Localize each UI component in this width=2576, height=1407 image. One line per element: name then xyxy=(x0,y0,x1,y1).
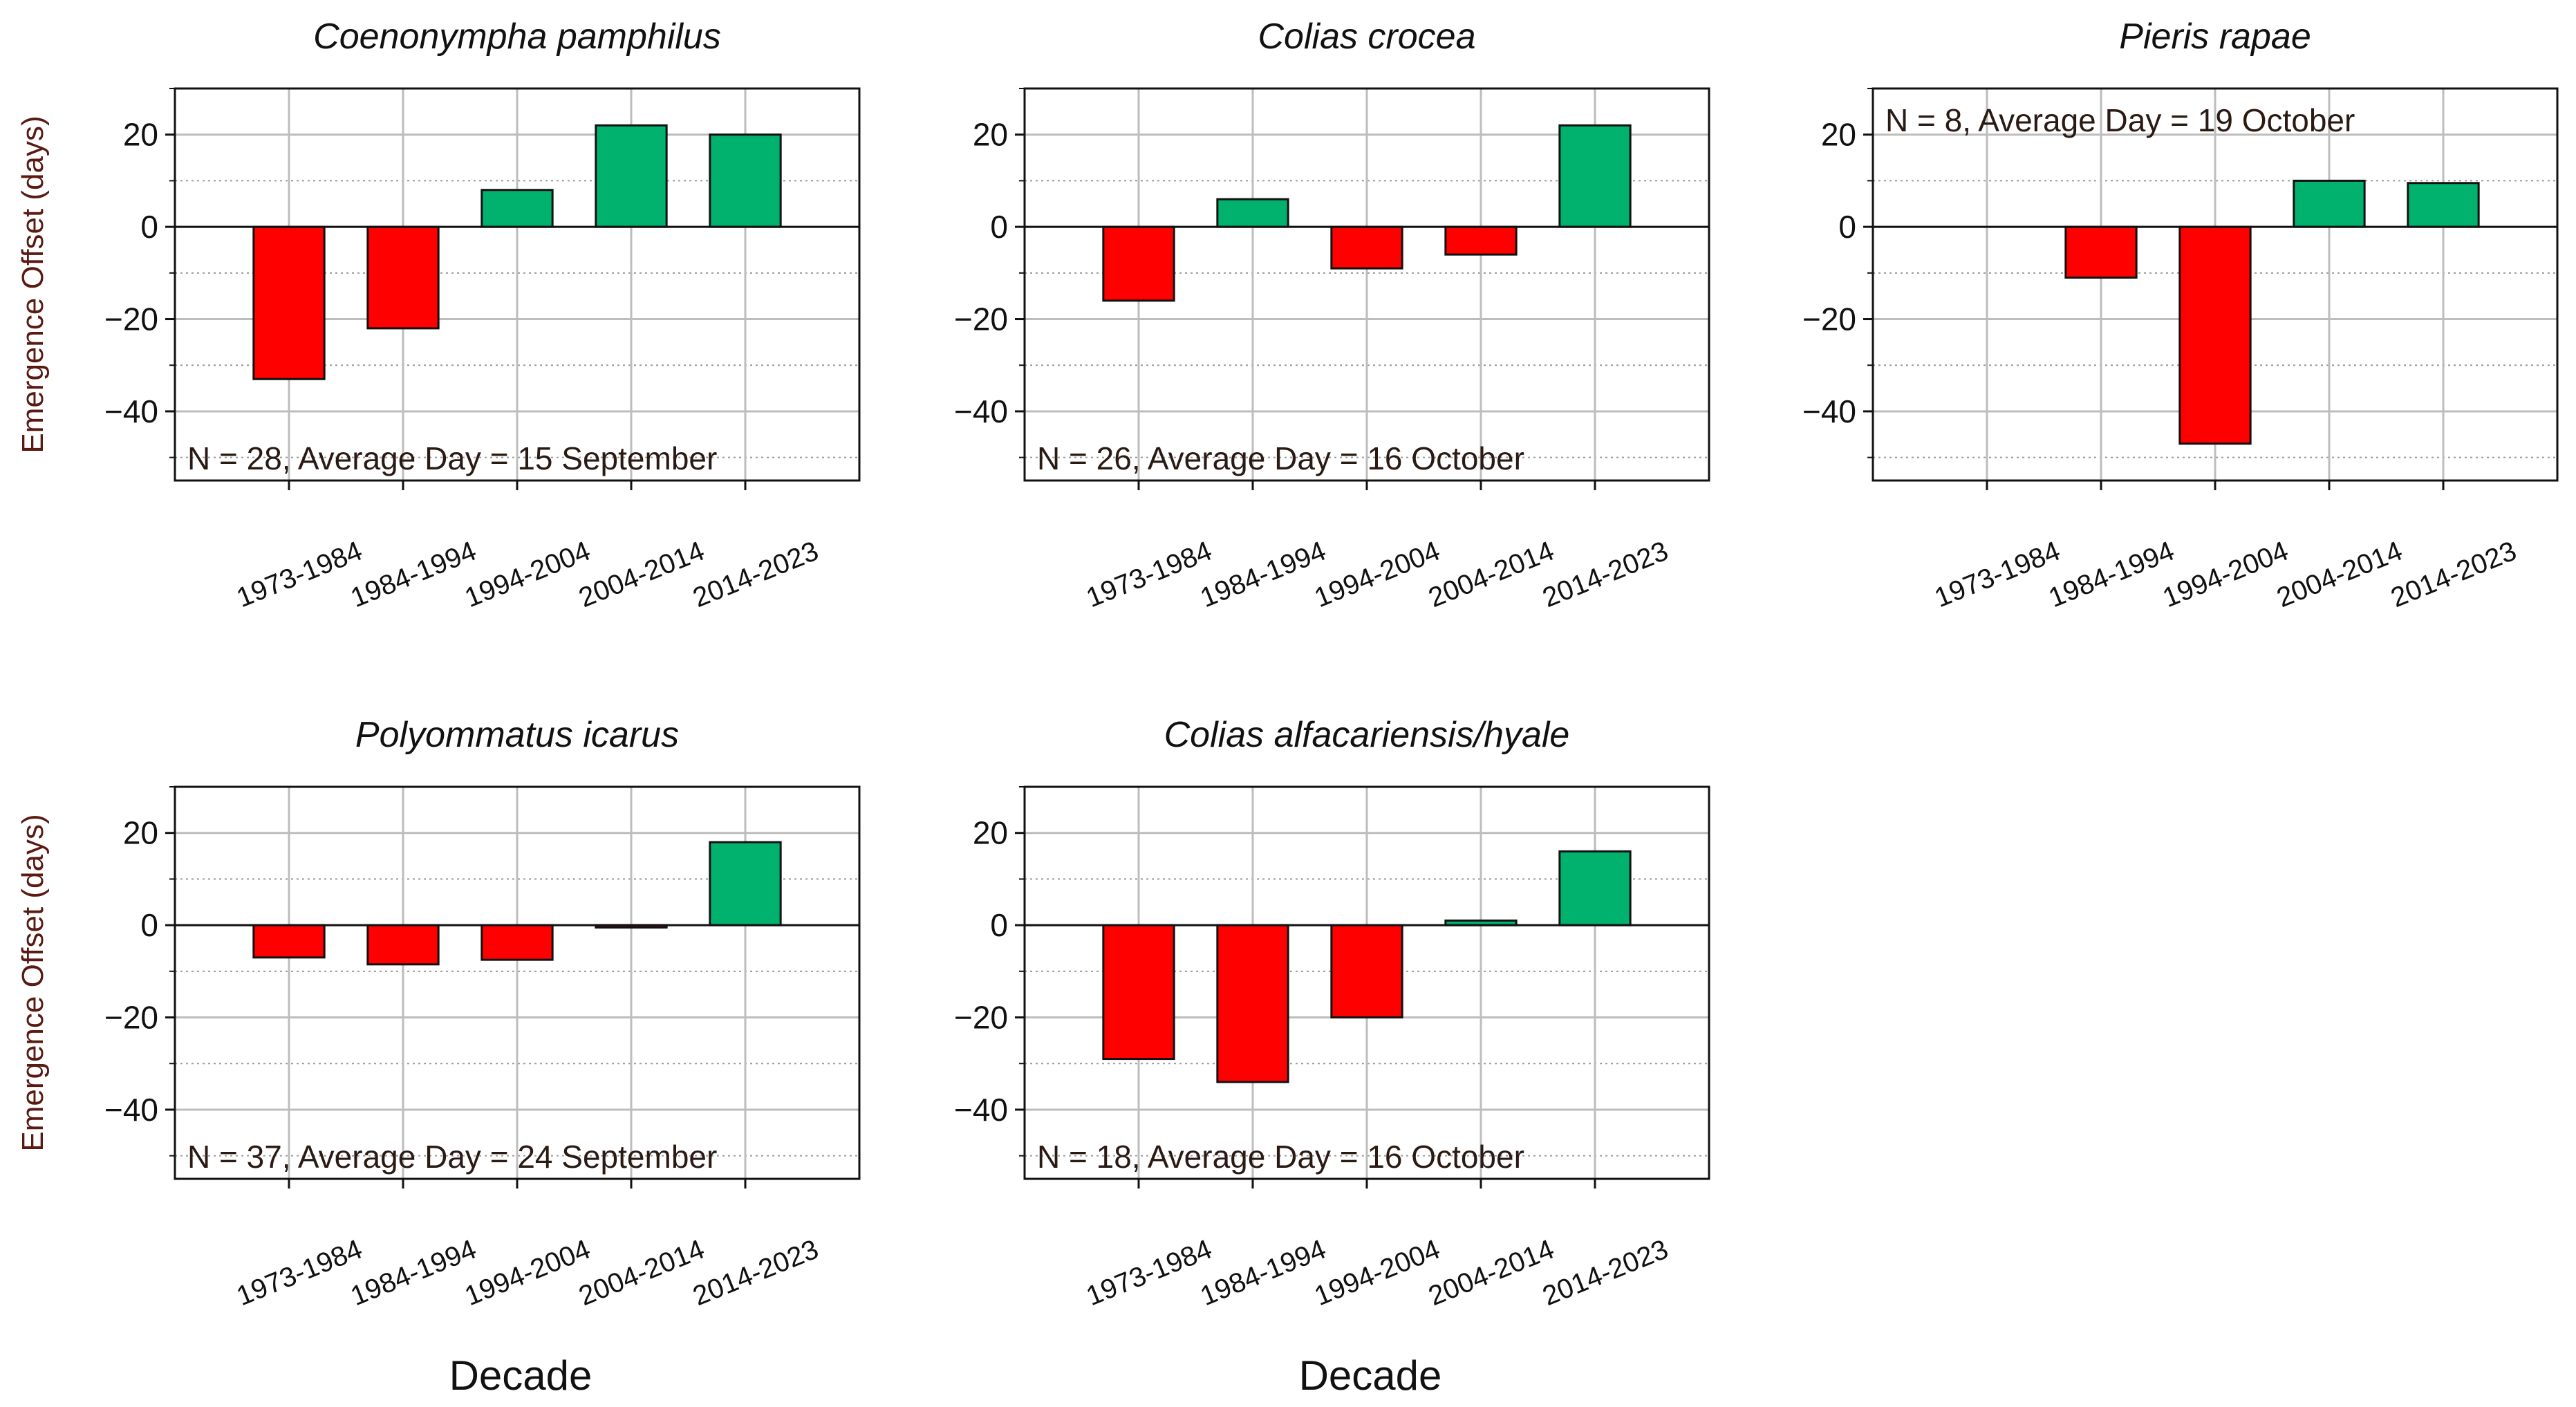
bar-2004-2014 xyxy=(1444,225,1518,256)
y-tick-label: −20 xyxy=(1802,301,1856,337)
x-tick-label: 2014-2023 xyxy=(1538,1234,1672,1312)
x-tick-label: 1984-1994 xyxy=(2044,536,2178,613)
bar-1973-1984 xyxy=(252,225,326,380)
x-tick-label: 2014-2023 xyxy=(689,536,823,613)
y-tick-label: −40 xyxy=(104,1092,158,1128)
bar-2014-2023 xyxy=(2407,182,2480,228)
panels: 200−20−401973-19841984-19941994-20042004… xyxy=(16,17,2559,1399)
chart-annotation: N = 26, Average Day = 16 October xyxy=(1037,440,1524,476)
bar-2004-2014 xyxy=(595,124,668,228)
x-tick-label: 2004-2014 xyxy=(1424,1234,1558,1312)
y-tick-label: −20 xyxy=(104,301,158,337)
chart-panel-3: 20 0 −20 −40 1973-19841984-19941994-20042004… xyxy=(1802,17,2559,613)
bar-1984-1994 xyxy=(1216,198,1289,228)
x-tick-label: 1973-1984 xyxy=(1930,536,2064,613)
y-tick-label: 0 xyxy=(1838,209,1856,245)
x-tick-label: 1973-1984 xyxy=(232,536,366,613)
x-tick-label: 1994-2004 xyxy=(460,1234,595,1312)
x-tick-label: 1994-2004 xyxy=(1310,536,1444,613)
y-tick-label: −40 xyxy=(954,1092,1008,1128)
y-tick-label: −20 xyxy=(954,301,1008,337)
chart-panel-4: 20 0 −20 −40 1973-19841984-19941994-20042004… xyxy=(16,715,861,1399)
chart-annotation: N = 37, Average Day = 24 September xyxy=(187,1139,717,1175)
x-tick-label: 1994-2004 xyxy=(1310,1234,1444,1312)
x-tick-label: 1984-1994 xyxy=(346,1234,480,1312)
y-tick-label: −40 xyxy=(1802,393,1856,429)
y-tick-label: 20 xyxy=(973,815,1008,851)
bar-1994-2004 xyxy=(2178,225,2252,445)
y-axis-label: Emergence Offset (days) xyxy=(16,814,50,1151)
bar-1984-1994 xyxy=(2064,225,2138,279)
chart-title: Coenonympha pamphilus xyxy=(313,17,721,57)
x-tick-label: 1973-1984 xyxy=(1082,536,1216,613)
bar-1984-1994 xyxy=(366,225,440,330)
bar-1994-2004 xyxy=(1330,924,1403,1019)
x-tick-label: 1994-2004 xyxy=(2158,536,2293,613)
bar-1984-1994 xyxy=(1216,924,1289,1083)
bar-1973-1984 xyxy=(252,924,326,959)
y-tick-label: 20 xyxy=(123,815,158,851)
bar-2014-2023 xyxy=(1558,850,1632,926)
chart-annotation: N = 8, Average Day = 19 October xyxy=(1885,102,2355,138)
x-axis-label: Decade xyxy=(1299,1352,1442,1399)
bar-1994-2004 xyxy=(480,189,554,228)
x-tick-label: 1973-1984 xyxy=(232,1234,366,1312)
y-tick-label: 0 xyxy=(990,209,1008,245)
bar-1994-2004 xyxy=(1330,225,1403,270)
bar-1984-1994 xyxy=(366,924,440,966)
chart-title: Colias alfacariensis/hyale xyxy=(1164,715,1570,755)
chart-title: Pieris rapae xyxy=(2119,17,2311,57)
x-tick-label: 2004-2014 xyxy=(1424,536,1558,613)
bar-1994-2004 xyxy=(480,924,554,961)
chart-title: Colias crocea xyxy=(1258,17,1475,57)
y-tick-label: 20 xyxy=(123,117,158,153)
chart-panel-1: 20 0 −20 −40 1973-19841984-19941994-20042004… xyxy=(16,17,861,613)
x-tick-label: 1994-2004 xyxy=(460,536,595,613)
y-tick-label: −40 xyxy=(954,393,1008,429)
x-tick-label: 1984-1994 xyxy=(346,536,480,613)
x-tick-label: 2014-2023 xyxy=(1538,536,1672,613)
x-tick-label: 2004-2014 xyxy=(575,1234,709,1312)
y-tick-label: 0 xyxy=(990,907,1008,943)
y-tick-label: −20 xyxy=(104,1000,158,1036)
bar-2014-2023 xyxy=(709,841,782,926)
y-tick-label: 0 xyxy=(140,907,158,943)
y-axis-label: Emergence Offset (days) xyxy=(16,115,50,453)
y-tick-label: −40 xyxy=(104,393,158,429)
chart-annotation: N = 18, Average Day = 16 October xyxy=(1037,1139,1524,1175)
chart-title: Polyommatus icarus xyxy=(355,715,679,755)
x-tick-label: 2004-2014 xyxy=(2272,536,2407,613)
x-tick-label: 1973-1984 xyxy=(1082,1234,1216,1312)
bar-1973-1984 xyxy=(1102,225,1175,302)
bar-2014-2023 xyxy=(709,133,782,228)
x-tick-label: 1984-1994 xyxy=(1196,536,1330,613)
bar-2004-2014 xyxy=(2293,179,2366,228)
bar-2014-2023 xyxy=(1558,124,1632,228)
x-tick-label: 2014-2023 xyxy=(2387,536,2521,613)
chart-panel-5: 20 0 −20 −40 1973-19841984-19941994-20042004… xyxy=(954,715,1710,1399)
y-tick-label: 20 xyxy=(1821,117,1856,153)
chart-annotation: N = 28, Average Day = 15 September xyxy=(187,440,717,476)
x-tick-label: 2014-2023 xyxy=(689,1234,823,1312)
x-tick-label: 2004-2014 xyxy=(575,536,709,613)
x-tick-label: 1984-1994 xyxy=(1196,1234,1330,1312)
y-tick-label: 0 xyxy=(140,209,158,245)
y-tick-label: 20 xyxy=(973,117,1008,153)
x-axis-label: Decade xyxy=(449,1352,592,1399)
y-tick-label: −20 xyxy=(954,1000,1008,1036)
chart-panel-2: 20 0 −20 −40 1973-19841984-19941994-20042004… xyxy=(954,17,1710,613)
bar-1973-1984 xyxy=(1102,924,1175,1061)
